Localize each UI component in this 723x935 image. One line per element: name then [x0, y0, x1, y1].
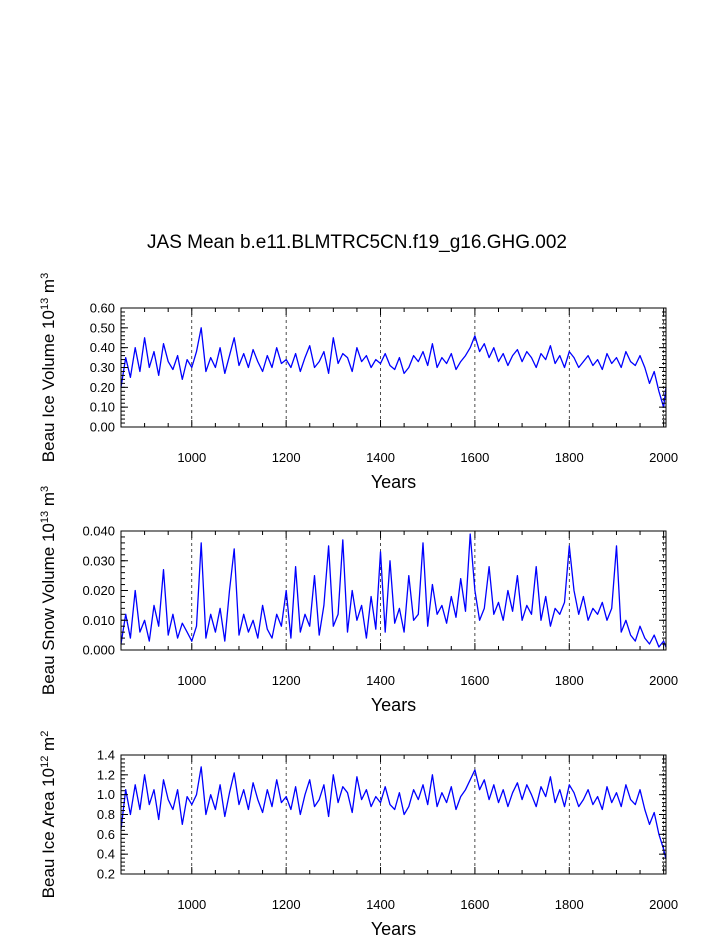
- x-axis-label: Years: [371, 472, 416, 492]
- y-label-superscript: 13: [39, 511, 51, 523]
- x-tick-label: 1000: [177, 450, 206, 465]
- y-label-superscript: 13: [39, 298, 51, 310]
- y-tick-label: 0.8: [97, 807, 115, 822]
- series-line-ice-volume: [120, 327, 667, 408]
- y-tick-label: 0.2: [97, 867, 115, 882]
- y-label-text: Beau Ice Volume 10: [39, 310, 58, 462]
- x-tick-label: 1600: [460, 897, 489, 912]
- plot-frame: [120, 754, 667, 875]
- y-tick-label: 0.010: [82, 613, 115, 628]
- panels-group: 1000 1200 1400 1600 1800 2000 0.00 0.10 0.20 0.30…: [39, 273, 678, 935]
- x-tick-label: 1400: [366, 450, 395, 465]
- y-tick-label: 0.20: [90, 380, 115, 395]
- y-tick-label: 0.30: [90, 360, 115, 375]
- y-label-text: m: [39, 492, 58, 511]
- y-label-superscript: 2: [39, 731, 51, 737]
- y-tick-label: 0.50: [90, 320, 115, 335]
- series-line-ice-area: [120, 766, 667, 860]
- chart-panel-ice-area: 1000 1200 1400 1600 1800 2000 0.2 0.4 0.6 0.8 1.0 1…: [39, 731, 678, 935]
- y-label-superscript: 3: [39, 273, 51, 279]
- y-tick-label: 1.0: [97, 787, 115, 802]
- y-axis-label: Beau Snow Volume 1013 m3: [39, 486, 58, 695]
- x-tick-label: 2000: [649, 897, 678, 912]
- x-tick-label: 1600: [460, 673, 489, 688]
- y-tick-label: 0.6: [97, 827, 115, 842]
- x-axis-label: Years: [371, 919, 416, 935]
- x-tick-label: 1400: [366, 673, 395, 688]
- y-tick-label: 1.4: [97, 748, 115, 763]
- y-label-text: Beau Ice Area 10: [39, 768, 58, 898]
- series-line-snow-volume: [120, 533, 667, 648]
- y-tick-label: 0.020: [82, 583, 115, 598]
- x-tick-label: 1400: [366, 897, 395, 912]
- y-axis-label: Beau Ice Volume 1013 m3: [39, 273, 58, 462]
- y-label-text: m: [39, 737, 58, 756]
- x-tick-label: 1200: [272, 450, 301, 465]
- y-tick-label: 0.00: [90, 420, 115, 435]
- y-label-text: m: [39, 279, 58, 298]
- y-tick-label: 1.2: [97, 767, 115, 782]
- chart-panel-ice-volume: 1000 1200 1400 1600 1800 2000 0.00 0.10 0.20 0.30…: [39, 273, 678, 492]
- y-axis-label: Beau Ice Area 1012 m2: [39, 731, 58, 899]
- y-label-superscript: 3: [39, 486, 51, 492]
- y-tick-label: 0.4: [97, 847, 115, 862]
- x-tick-label: 1000: [177, 673, 206, 688]
- y-tick-label: 0.000: [82, 643, 115, 658]
- x-tick-label: 1200: [272, 673, 301, 688]
- x-tick-label: 1800: [555, 897, 584, 912]
- y-tick-label: 0.040: [82, 524, 115, 539]
- x-tick-label: 1600: [460, 450, 489, 465]
- x-tick-label: 1200: [272, 897, 301, 912]
- plot-frame: [120, 530, 667, 651]
- x-axis-label: Years: [371, 695, 416, 715]
- x-tick-label: 1000: [177, 897, 206, 912]
- chart-title: JAS Mean b.e11.BLMTRC5CN.f19_g16.GHG.002: [147, 232, 567, 253]
- plot-frame: [120, 307, 667, 428]
- y-tick-label: 0.030: [82, 553, 115, 568]
- x-tick-label: 1800: [555, 450, 584, 465]
- x-tick-label: 2000: [649, 450, 678, 465]
- y-tick-label: 0.10: [90, 400, 115, 415]
- y-tick-label: 0.40: [90, 340, 115, 355]
- y-tick-label: 0.60: [90, 301, 115, 316]
- y-label-text: Beau Snow Volume 10: [39, 523, 58, 695]
- x-tick-label: 1800: [555, 673, 584, 688]
- chart-panel-snow-volume: 1000 1200 1400 1600 1800 2000 0.000 0.010 0.020 0…: [39, 486, 678, 715]
- y-label-superscript: 12: [39, 756, 51, 768]
- x-tick-label: 2000: [649, 673, 678, 688]
